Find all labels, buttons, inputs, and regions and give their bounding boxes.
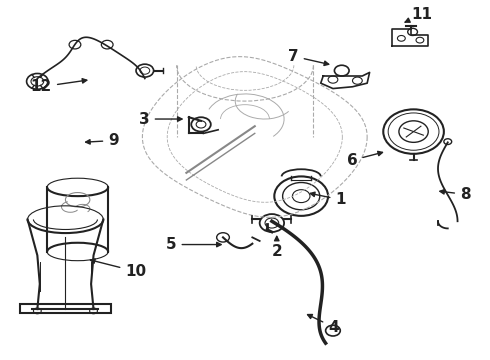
Text: 2: 2 — [271, 236, 282, 259]
Text: 6: 6 — [346, 151, 383, 168]
Text: 9: 9 — [86, 133, 119, 148]
Text: 8: 8 — [440, 187, 470, 202]
Text: 11: 11 — [405, 7, 432, 22]
Bar — [20, 304, 111, 313]
Text: 10: 10 — [90, 259, 147, 279]
Text: 12: 12 — [31, 78, 87, 94]
Text: 5: 5 — [166, 237, 221, 252]
Text: 7: 7 — [288, 49, 329, 66]
Text: 3: 3 — [139, 112, 182, 126]
Text: 4: 4 — [308, 315, 339, 334]
Text: 1: 1 — [310, 192, 346, 207]
